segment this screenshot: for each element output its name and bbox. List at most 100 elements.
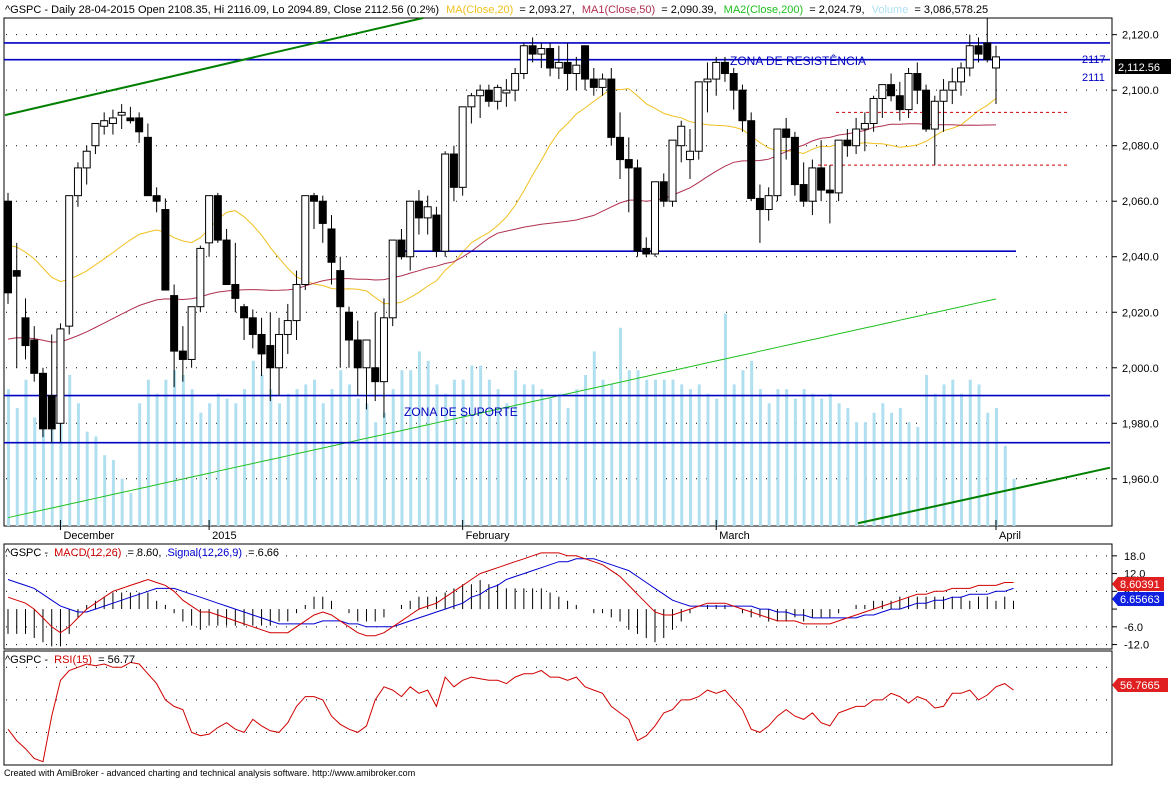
volume-bar <box>645 379 649 526</box>
price-tick-label: 2,080.0 <box>1122 141 1159 153</box>
price-tick-label: 2,120.0 <box>1122 30 1159 42</box>
candle-body-down <box>755 197 764 211</box>
macd-legend: MACD(12,26) <box>54 547 121 559</box>
candle-body-up <box>834 139 843 194</box>
macd-header-prefix: ^GSPC - <box>5 547 48 559</box>
volume-bars <box>7 313 1016 526</box>
rsi-value: = 56.77 <box>98 654 135 666</box>
volume-bar <box>199 412 203 526</box>
candle-body-down <box>843 139 852 147</box>
level-2111-label: 2111 <box>1082 72 1105 84</box>
macd-tick-label: -12.0 <box>1124 640 1149 652</box>
candle-body-down <box>178 350 187 360</box>
candle-body-down <box>318 200 327 224</box>
candle-body-down <box>353 339 362 369</box>
candle-body-up <box>56 328 65 424</box>
signal-value: = 6.66 <box>248 547 279 559</box>
candle-body-down <box>257 333 266 355</box>
candle-body-up <box>869 98 878 124</box>
signal-badge-text: 6.65663 <box>1120 594 1160 606</box>
volume-bar <box>155 393 159 526</box>
candle-body-down <box>4 200 12 294</box>
volume-bar <box>50 426 54 526</box>
price-tick-label: 2,040.0 <box>1122 252 1159 264</box>
candle-body-up <box>694 81 703 152</box>
price-tick-label: 1,980.0 <box>1122 418 1159 430</box>
volume-bar <box>557 393 561 526</box>
candle-body-down <box>397 239 406 258</box>
candle-body-down <box>642 247 651 255</box>
ma50-value: = 2,090.39, <box>661 4 716 16</box>
macd-histogram <box>7 580 1014 647</box>
candle-body-up <box>423 206 432 219</box>
ma20-legend: MA(Close,20) <box>446 4 513 16</box>
candle-body-down <box>790 136 799 186</box>
candle-body-down <box>747 120 756 199</box>
volume-bar <box>129 492 133 526</box>
volume-bar <box>793 398 797 526</box>
candle-body-up <box>108 117 117 124</box>
close-badge: 2,112.56 <box>1115 59 1171 74</box>
volume-bar <box>846 408 850 526</box>
volume-bar <box>1003 445 1007 526</box>
volume-bar <box>828 393 832 526</box>
close-badge-text: 2,112.56 <box>1118 62 1160 74</box>
volume-bar <box>444 393 448 526</box>
volume-bar <box>531 384 535 526</box>
ma50-legend: MA1(Close,50) <box>582 4 655 16</box>
x-marker-label: 2015 <box>212 530 236 542</box>
volume-bar <box>85 431 89 526</box>
volume-bar <box>785 389 789 526</box>
candle-body-up <box>476 89 485 97</box>
volume-bar <box>339 370 343 526</box>
x-axis-markers: December 2015 February March April <box>59 520 1021 542</box>
volume-bar <box>356 398 360 526</box>
candle-body-down <box>528 45 537 55</box>
volume-bar <box>94 436 98 526</box>
rsi-line <box>7 661 1014 763</box>
candle-body-down <box>30 339 39 374</box>
volume-bar <box>723 313 727 526</box>
volume-bar <box>138 403 142 526</box>
volume-bar <box>863 422 867 526</box>
volume-bar <box>496 389 500 526</box>
candle-body-down <box>248 317 257 335</box>
candle-body-down <box>38 372 47 430</box>
candle-body-up <box>668 139 677 202</box>
candle-body-up <box>965 45 974 69</box>
volume-bar <box>575 389 579 526</box>
volume-bar <box>619 327 623 526</box>
volume-bar <box>24 379 28 526</box>
volume-bar <box>374 422 378 526</box>
candle-body-down <box>231 283 240 299</box>
candle-body-up <box>852 128 861 147</box>
candle-body-down <box>135 117 144 133</box>
candle-body-up <box>91 122 100 147</box>
ma200-legend: MA2(Close,200) <box>724 4 803 16</box>
upper-trend-line <box>4 17 424 117</box>
volume-bar <box>942 384 946 526</box>
candle-body-down <box>633 167 642 252</box>
volume-bar <box>103 455 107 526</box>
candle-body-up <box>904 73 913 111</box>
candle-body-up <box>65 195 74 327</box>
rsi-header-prefix: ^GSPC - <box>5 654 48 666</box>
x-marker-label: March <box>719 530 750 542</box>
candle-body-down <box>47 395 56 430</box>
candle-body-down <box>616 136 625 161</box>
volume-bar <box>68 374 72 526</box>
candle-body-up <box>283 320 292 335</box>
volume-bar <box>960 393 964 526</box>
volume-bar <box>347 384 351 526</box>
candle-body-up <box>502 89 511 94</box>
candle-body-down <box>126 117 135 122</box>
volume-bar <box>365 403 369 526</box>
candle-body-down <box>738 89 747 122</box>
candle-body-up <box>878 84 887 100</box>
candle-body-down <box>563 61 572 75</box>
volume-bar <box>951 379 955 526</box>
price-tick-label: 2,060.0 <box>1122 196 1159 208</box>
candle-body-up <box>100 120 109 127</box>
volume-bar <box>304 384 308 526</box>
lower-trend-line <box>857 466 1111 525</box>
